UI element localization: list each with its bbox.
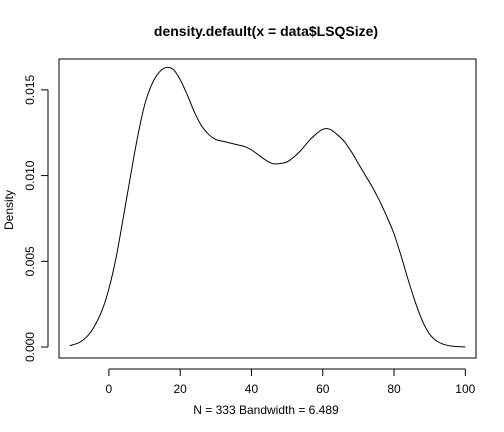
x-tick-label: 0 [106,382,113,396]
x-tick-label: 100 [455,382,475,396]
x-tick-label: 80 [387,382,401,396]
y-axis-label: Density [2,190,16,230]
x-axis-label: N = 333 Bandwidth = 6.489 [193,403,339,417]
x-tick-label: 20 [173,382,187,396]
x-tick-label: 40 [245,382,259,396]
x-axis: 0 20 40 60 80 100 [106,368,476,396]
density-curve [69,66,466,348]
plot-frame [58,58,477,359]
y-axis: 0.000 0.005 0.010 0.015 [23,75,49,362]
y-tick-label: 0.005 [23,246,37,276]
y-tick-label: 0.010 [23,160,37,190]
y-tick-label: 0.015 [23,75,37,105]
x-tick-label: 60 [316,382,330,396]
y-tick-label: 0.000 [23,332,37,362]
chart-title: density.default(x = data$LSQSize) [154,23,378,39]
